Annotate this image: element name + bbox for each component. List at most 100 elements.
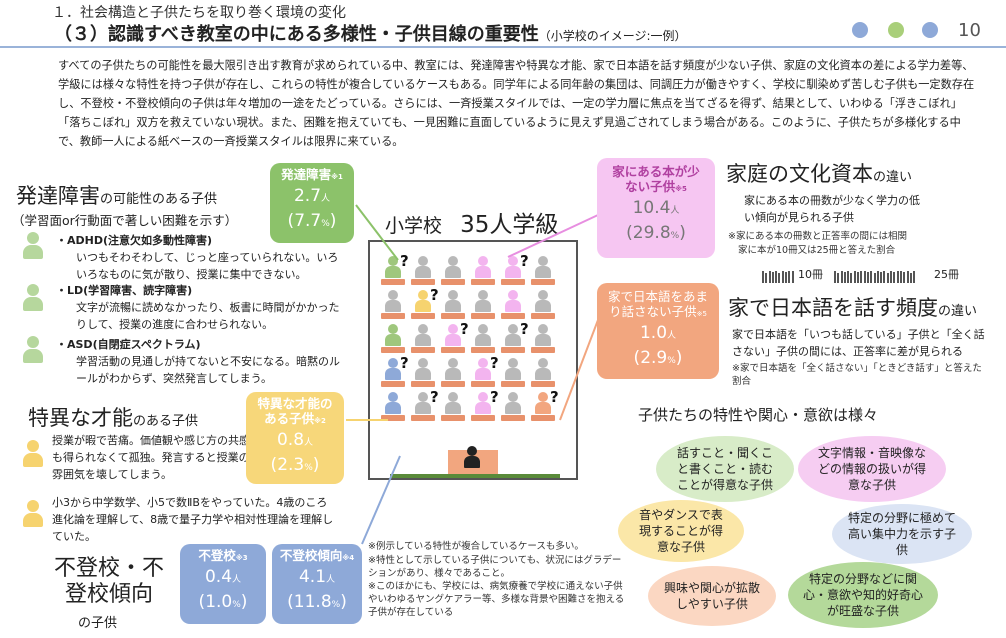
nihongo-text: 家で日本語を「いつも話している」子供と「全く話さない」子供の間には、正答率に差が… xyxy=(732,328,985,358)
hattatsu-stat-count: 2.7 xyxy=(293,186,322,206)
connector-line-pink xyxy=(507,214,599,258)
asd-text: 学習活動の見通しが持てないと不安になる。暗黙のルールがわからず、突然発言してしま… xyxy=(76,355,340,385)
connector-line-blue xyxy=(361,455,401,545)
question-mark: ? xyxy=(520,252,529,270)
student-desk xyxy=(471,279,495,285)
student-figure xyxy=(474,358,492,380)
bunka-note-1: ※家にある本の冊数と正答率の間には相関 xyxy=(728,231,907,242)
bunka-stat-label: 家にある本が少ない子供 xyxy=(612,164,700,194)
nihongo-stat-note: ※5 xyxy=(696,310,707,318)
asd-item: ・ASD(自閉症スペクトラム) 学習活動の見通しが持てないと不安になる。暗黙のルー… xyxy=(56,336,341,387)
bubble-expression: 音やダンスで表現することが得意な子供 xyxy=(618,500,744,562)
student-desk xyxy=(441,347,465,353)
adhd-item: ・ADHD(注意欠如多動性障害) いつもそわそわして、じっと座っていられない。いろ… xyxy=(56,232,341,283)
tokui-stat-count: 0.8 xyxy=(276,430,305,450)
futoko-stat-note: ※3 xyxy=(235,554,248,562)
deco-dot-1 xyxy=(852,22,868,38)
ld-text: 文字が流暢に読めなかったり、板書に時間がかかったりして、授業の進度に合わせられな… xyxy=(76,301,340,331)
student-desk xyxy=(411,347,435,353)
student-figure xyxy=(534,358,552,380)
nihongo-note: ※家で日本語を「全く話さない」「ときどき話す」と答えた割合 xyxy=(732,363,982,387)
nihongo-title: 家で日本語を話す頻度の違い xyxy=(728,292,977,322)
header-divider xyxy=(0,46,1006,48)
question-mark: ? xyxy=(460,320,469,338)
student-desk xyxy=(471,415,495,421)
student-desk xyxy=(531,279,555,285)
tokui-title-small: のある子供 xyxy=(133,414,199,429)
stat-pct-unit: % xyxy=(321,219,330,229)
bar-label-25: 25冊 xyxy=(934,268,959,281)
person-icon xyxy=(22,336,44,364)
question-mark: ? xyxy=(400,252,409,270)
student-figure xyxy=(444,358,462,380)
stat-unit: 人 xyxy=(326,575,336,585)
student-figure xyxy=(504,358,522,380)
hattatsu-title: 発達障害の可能性のある子供 xyxy=(16,180,217,210)
bunka-title: 家庭の文化資本の違い xyxy=(726,158,912,188)
tokusei-title: 子供たちの特性や関心・意欲は様々 xyxy=(638,406,879,424)
tokui-stat-box: 特異な才能のある子供※2 0.8人 (2.3%) xyxy=(246,392,344,484)
student-figure xyxy=(504,324,522,346)
question-mark: ? xyxy=(490,388,499,406)
deco-dot-2 xyxy=(888,22,904,38)
blackboard xyxy=(390,474,560,478)
student-figure xyxy=(384,290,402,312)
hattatsu-stat-box: 発達障害※1 2.7人 (7.7%) xyxy=(270,163,354,243)
classroom-title: 小学校 35人学級 xyxy=(385,205,558,239)
student-figure xyxy=(504,392,522,414)
connector-line-green xyxy=(355,204,399,261)
adhd-head: ・ADHD(注意欠如多動性障害) xyxy=(56,234,213,247)
person-icon xyxy=(22,232,44,260)
tokui-text-1: 授業が暇で苦痛。価値観や感じ方の共感も得られなくて孤独。発言すると授業の雰囲気を… xyxy=(52,434,250,481)
stat-unit: 人 xyxy=(321,194,331,204)
student-figure xyxy=(414,358,432,380)
futoko-keiko-stat-pct: 11.8 xyxy=(293,592,332,612)
student-desk xyxy=(411,279,435,285)
futoko-title-small: の子供 xyxy=(78,616,118,631)
futoko-keiko-stat-count: 4.1 xyxy=(298,567,327,587)
student-desk xyxy=(531,381,555,387)
tokui-stat-note: ※2 xyxy=(314,417,326,425)
person-icon xyxy=(22,500,44,528)
note-1: ※例示している特性が複合しているケースも多い。 xyxy=(368,541,584,552)
bubble-media: 文字情報・音映像などの情報の扱いが得意な子供 xyxy=(798,436,946,502)
ld-head: ・LD(学習障害、読字障害) xyxy=(56,284,193,297)
page-title-note: （小学校のイメージ:一例） xyxy=(538,29,687,43)
stat-unit: 人 xyxy=(232,575,242,585)
student-figure xyxy=(474,392,492,414)
nihongo-title-small: の違い xyxy=(938,304,978,319)
question-mark: ? xyxy=(490,354,499,372)
student-desk xyxy=(411,381,435,387)
student-figure xyxy=(474,324,492,346)
student-desk xyxy=(501,381,525,387)
student-figure xyxy=(444,256,462,278)
hattatsu-title-small: の可能性のある子供 xyxy=(100,192,218,207)
futoko-keiko-stat-label: 不登校傾向 xyxy=(279,548,343,563)
nihongo-stat-pct: 2.9 xyxy=(640,348,668,368)
classroom-title-a: 小学校 xyxy=(385,215,443,237)
note-2: ※特性として示している子供についても、状況にはグラデーションがあり、様々であるこ… xyxy=(368,555,622,579)
bunka-stat-pct: 29.8 xyxy=(632,223,671,243)
bunka-title-big: 家庭の文化資本 xyxy=(726,162,873,186)
student-figure xyxy=(384,324,402,346)
student-figure xyxy=(534,290,552,312)
student-desk xyxy=(441,313,465,319)
nihongo-stat-count: 1.0 xyxy=(639,323,668,343)
student-figure xyxy=(414,324,432,346)
tokui-stat-label: 特異な才能のある子供 xyxy=(257,396,333,426)
question-mark: ? xyxy=(400,354,409,372)
futoko-stat-label: 不登校 xyxy=(198,548,236,563)
tokui-text-2: 小3から中学数学、小5で数ⅡBをやっていた。4歳のころ進化論を理解して、8歳で量… xyxy=(52,496,334,543)
student-figure xyxy=(444,392,462,414)
student-figure xyxy=(414,256,432,278)
student-desk xyxy=(501,347,525,353)
bunka-text: 家にある本の冊数が少なく学力の低い傾向が見られる子供 xyxy=(744,194,920,224)
page-title: （３）認識すべき教室の中にある多様性・子供目線の重要性（小学校のイメージ:一例） xyxy=(54,20,687,46)
tokui-title: 特異な才能のある子供 xyxy=(28,402,198,432)
student-figure xyxy=(474,256,492,278)
stat-pct-unit: % xyxy=(670,231,680,241)
section-subtitle: １．社会構造と子供たちを取り巻く環境の変化 xyxy=(52,5,346,21)
student-desk xyxy=(471,347,495,353)
deco-dot-3 xyxy=(922,22,938,38)
